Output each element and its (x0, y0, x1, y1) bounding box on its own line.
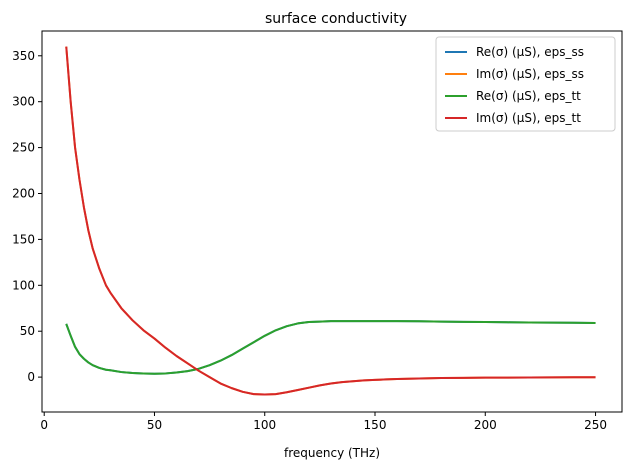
legend-entry-label: Im(σ) (μS), eps_ss (476, 67, 584, 81)
y-tick-label: 300 (12, 95, 35, 109)
x-tick-label: 250 (584, 418, 607, 432)
legend-entry-label: Re(σ) (μS), eps_ss (476, 45, 584, 59)
series-line-3 (65, 320, 596, 375)
y-tick-label: 50 (20, 324, 35, 338)
legend-box (435, 36, 616, 132)
x-tick-label: 0 (40, 418, 48, 432)
x-axis-label: frequency (THz) (284, 446, 380, 460)
y-tick-label: 200 (12, 186, 35, 200)
x-tick-label: 150 (364, 418, 387, 432)
plot-lines (65, 46, 596, 396)
x-tick-label: 200 (474, 418, 497, 432)
legend-entry-label: Re(σ) (μS), eps_tt (476, 89, 581, 103)
y-tick-label: 0 (27, 370, 35, 384)
x-axis: 0 50 100 150 200 250 (40, 412, 607, 432)
x-tick-label: 100 (253, 418, 276, 432)
legend: Re(σ) (μS), eps_ss Im(σ) (μS), eps_ss Re(σ… (435, 36, 616, 132)
legend-entry-label: Im(σ) (μS), eps_tt (476, 111, 581, 125)
x-tick-label: 50 (147, 418, 162, 432)
y-tick-label: 150 (12, 232, 35, 246)
series-line-1 (65, 320, 596, 375)
series-line-4 (65, 46, 596, 396)
y-tick-label: 100 (12, 278, 35, 292)
y-tick-label: 250 (12, 141, 35, 155)
chart-title: surface conductivity (265, 11, 407, 27)
y-tick-label: 350 (12, 49, 35, 63)
plot-frame (41, 30, 623, 413)
y-axis: 0 50 100 150 200 250 300 350 (12, 49, 42, 384)
